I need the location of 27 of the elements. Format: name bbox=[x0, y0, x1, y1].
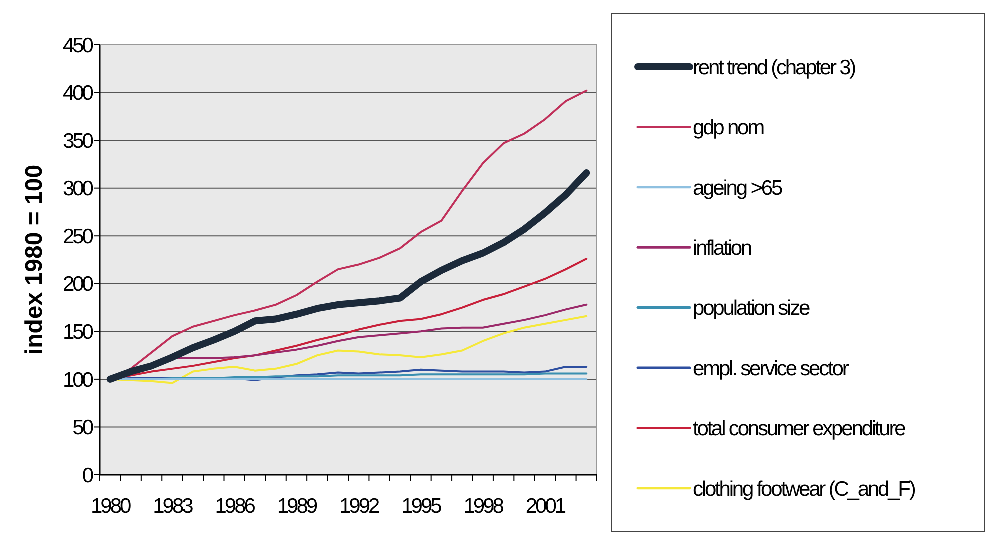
y-tick-label: 350 bbox=[62, 130, 94, 153]
x-tick-label: 1989 bbox=[277, 495, 318, 518]
x-tick-label: 1995 bbox=[402, 495, 442, 518]
x-tick-label: 1998 bbox=[464, 495, 504, 518]
legend-label: inflation bbox=[693, 236, 752, 260]
x-tick-label: 1992 bbox=[339, 495, 380, 518]
legend-label: population size bbox=[693, 297, 810, 320]
y-axis-title: index 1980 = 100 bbox=[21, 164, 48, 356]
y-tick-label: 150 bbox=[62, 321, 94, 344]
legend-label: ageing >65 bbox=[693, 176, 782, 200]
y-tick-label: 400 bbox=[62, 82, 94, 106]
y-tick-label: 250 bbox=[62, 225, 94, 248]
x-tick-label: 1983 bbox=[153, 495, 194, 518]
x-tick-label: 1986 bbox=[215, 495, 256, 518]
y-tick-label: 50 bbox=[72, 416, 94, 440]
x-tick-label: 1980 bbox=[90, 495, 132, 518]
legend-label: clothing footwear (C_and_F) bbox=[693, 478, 916, 501]
legend-label: empl. service sector bbox=[693, 357, 850, 380]
y-tick-label: 0 bbox=[82, 464, 94, 488]
legend-label: gdp nom bbox=[693, 116, 765, 140]
y-tick-label: 100 bbox=[62, 368, 94, 392]
y-tick-label: 450 bbox=[62, 34, 94, 58]
legend-label: rent trend (chapter 3) bbox=[693, 56, 856, 80]
legend-label: total consumer expenditure bbox=[693, 418, 906, 441]
y-tick-label: 300 bbox=[62, 178, 94, 201]
y-tick-label: 200 bbox=[62, 273, 94, 296]
x-tick-label: 2001 bbox=[526, 495, 566, 518]
